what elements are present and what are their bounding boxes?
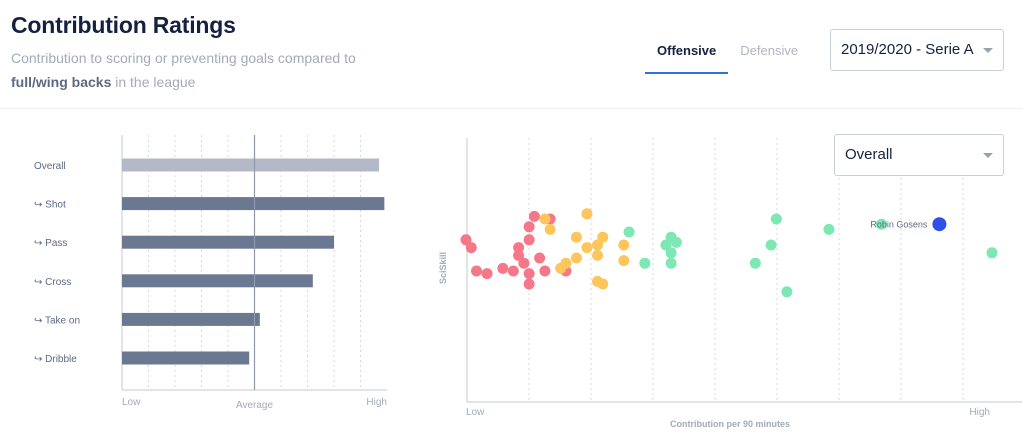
contribution-bar-chart: Overall ↪ Shot ↪ Pass ↪ Cross ↪ Take on ↪ Dri…	[34, 135, 387, 411]
scatter-point	[471, 265, 483, 277]
scatter-point	[523, 221, 535, 233]
scatter-point	[597, 278, 609, 290]
scatter-point	[465, 242, 477, 254]
metric-select[interactable]: Overall	[834, 134, 1004, 176]
chevron-down-icon	[983, 153, 993, 158]
scatter-point	[581, 208, 593, 220]
rating-tabs: Offensive Defensive	[645, 36, 810, 74]
scatter-point	[665, 257, 677, 269]
x-tick-label: High	[366, 397, 387, 408]
subtitle-position: full/wing backs	[11, 74, 112, 90]
scatter-point	[518, 257, 530, 269]
highlight-label: Robin Gosens	[870, 220, 928, 230]
season-select[interactable]: 2019/2020 - Serie A	[830, 29, 1004, 71]
scatter-point	[749, 257, 761, 269]
tab-offensive[interactable]: Offensive	[645, 36, 729, 74]
scatter-point	[539, 213, 551, 225]
scatter-point	[823, 223, 835, 235]
scatter-point	[523, 268, 535, 280]
bar-category-label: ↪ Cross	[34, 277, 71, 288]
bar-category-label: ↪ Take on	[34, 315, 80, 326]
metric-select-value: Overall	[845, 146, 893, 163]
scatter-point	[497, 262, 509, 274]
scatter-point	[592, 249, 603, 261]
x-axis-title: Contribution per 90 minutes	[670, 419, 790, 429]
x-tick-label: High	[969, 407, 990, 418]
scatter-point	[570, 252, 582, 264]
scatter-point	[513, 249, 525, 261]
bar-category-label: ↪ Dribble	[34, 354, 77, 365]
subtitle-suffix: in the league	[115, 74, 196, 90]
bar	[122, 158, 380, 172]
bar	[122, 274, 313, 288]
scatter-point	[481, 268, 493, 280]
scatter-point	[539, 265, 551, 277]
scatter-point	[507, 265, 519, 277]
scatter-point	[618, 239, 630, 251]
scatter-point	[570, 231, 582, 243]
scatter-point	[460, 234, 472, 246]
bar	[122, 312, 260, 326]
scatter-point	[597, 231, 609, 243]
scatter-point	[528, 210, 540, 222]
scatter-point	[639, 257, 651, 269]
scatter-point	[770, 213, 782, 225]
scatter-point	[876, 218, 888, 230]
subtitle-prefix: Contribution to scoring or preventing go…	[11, 50, 356, 66]
scatter-point	[986, 247, 998, 259]
tab-defensive[interactable]: Defensive	[740, 43, 799, 58]
chevron-down-icon	[983, 48, 993, 53]
scatter-point	[544, 223, 556, 235]
scatter-point	[534, 252, 546, 264]
bar-category-label: ↪ Pass	[34, 238, 67, 249]
page-subtitle: Contribution to scoring or preventing go…	[11, 46, 411, 94]
x-tick-label: Low	[466, 407, 485, 418]
scatter-point	[592, 239, 603, 251]
scatter-point	[765, 239, 777, 251]
bar	[122, 235, 334, 249]
scatter-point	[513, 242, 525, 254]
bar	[122, 197, 385, 211]
bar-category-label: ↪ Shot	[34, 200, 66, 211]
x-tick-label: Low	[122, 397, 141, 408]
scatter-point	[618, 255, 630, 267]
bar	[122, 351, 250, 365]
y-axis-title: SciSkill	[438, 252, 448, 284]
scatter-point	[781, 286, 793, 298]
scatter-point	[660, 239, 672, 251]
bar-category-label: Overall	[34, 161, 66, 172]
highlight-point	[932, 217, 947, 232]
x-tick-label: Average	[236, 400, 274, 411]
scatter-point	[581, 242, 593, 254]
scatter-point	[560, 257, 572, 269]
scatter-point	[623, 226, 635, 238]
header-divider	[0, 108, 1023, 109]
page-title: Contribution Ratings	[11, 12, 236, 38]
scatter-point	[665, 247, 677, 259]
season-select-value: 2019/2020 - Serie A	[841, 41, 974, 58]
scatter-point	[523, 234, 535, 246]
scatter-point	[523, 278, 535, 290]
scatter-point	[670, 236, 682, 248]
